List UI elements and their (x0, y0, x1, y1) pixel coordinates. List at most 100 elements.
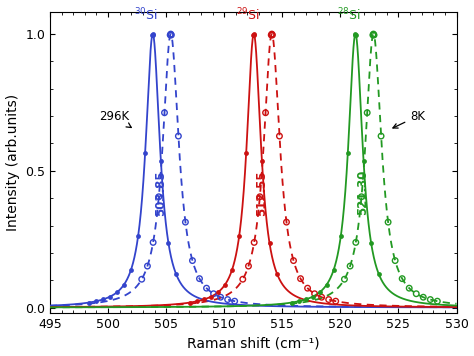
Point (267, 32, 275, 38)
Point (207, 294, 215, 299)
X-axis label: Raman shift (cm⁻¹): Raman shift (cm⁻¹) (187, 336, 319, 350)
Text: 503.85: 503.85 (155, 170, 167, 215)
Point (392, 258, 399, 263)
Point (332, 298, 339, 304)
Point (168, 32, 175, 38)
Point (309, 294, 317, 299)
Point (155, 194, 163, 200)
Point (196, 276, 203, 282)
Point (316, 289, 323, 295)
Point (214, 289, 222, 295)
Point (144, 263, 151, 269)
Y-axis label: Intensity (arb.units): Intensity (arb.units) (6, 94, 19, 231)
Point (262, 110, 269, 116)
Text: $^{30}$Si: $^{30}$Si (135, 6, 158, 23)
Point (193, 298, 201, 304)
Point (231, 298, 238, 304)
Point (302, 297, 310, 302)
Point (256, 194, 264, 200)
Point (182, 219, 189, 225)
Point (318, 294, 326, 300)
Point (250, 31, 257, 37)
Point (134, 233, 142, 239)
Text: $^{28}$Si: $^{28}$Si (337, 6, 361, 23)
Point (128, 267, 135, 272)
Point (210, 291, 218, 297)
Point (166, 32, 174, 38)
Point (149, 31, 156, 37)
Point (288, 300, 295, 305)
Point (405, 285, 413, 291)
Point (141, 150, 149, 155)
Point (221, 282, 229, 287)
Point (283, 219, 290, 225)
Point (412, 291, 420, 297)
Point (200, 297, 208, 302)
Point (161, 110, 168, 116)
Point (344, 150, 352, 155)
Point (398, 276, 406, 282)
Point (217, 294, 224, 300)
Point (236, 233, 243, 239)
Point (273, 271, 281, 277)
Point (167, 31, 174, 37)
Point (266, 240, 273, 246)
Point (249, 32, 257, 38)
Point (295, 298, 302, 304)
Point (419, 294, 427, 300)
Point (358, 194, 365, 200)
Point (360, 158, 367, 164)
Point (304, 285, 311, 291)
Point (269, 32, 276, 38)
Point (364, 110, 371, 116)
Point (150, 32, 157, 38)
Point (367, 240, 375, 246)
Point (337, 233, 345, 239)
Point (346, 263, 354, 269)
Point (341, 276, 348, 282)
Point (85, 300, 93, 305)
Text: 296K: 296K (99, 110, 131, 127)
Point (251, 32, 258, 38)
Point (352, 31, 359, 37)
Point (186, 300, 194, 305)
Point (245, 263, 252, 269)
Point (164, 240, 172, 246)
Point (148, 32, 156, 38)
Point (369, 32, 377, 38)
Point (250, 240, 258, 245)
Point (106, 294, 114, 299)
Point (276, 133, 283, 139)
Point (113, 289, 121, 295)
Point (384, 219, 392, 225)
Point (268, 31, 275, 37)
Point (242, 150, 250, 155)
Point (352, 32, 360, 38)
Point (203, 285, 210, 291)
Point (427, 297, 434, 302)
Point (224, 297, 231, 302)
Point (228, 267, 236, 272)
Point (149, 240, 157, 245)
Point (352, 240, 360, 245)
Point (258, 158, 266, 164)
Point (330, 267, 337, 272)
Point (138, 276, 146, 282)
Point (99, 297, 107, 302)
Point (311, 291, 319, 297)
Point (189, 258, 196, 263)
Text: 521.30: 521.30 (356, 170, 370, 215)
Point (172, 271, 180, 277)
Text: 8K: 8K (393, 110, 425, 128)
Point (120, 282, 128, 287)
Point (157, 158, 164, 164)
Text: 512.55: 512.55 (255, 170, 268, 215)
Point (92, 298, 100, 304)
Point (325, 297, 332, 302)
Point (290, 258, 297, 263)
Point (375, 271, 383, 277)
Point (174, 133, 182, 139)
Text: $^{29}$Si: $^{29}$Si (236, 6, 260, 23)
Point (434, 298, 441, 304)
Point (370, 32, 378, 38)
